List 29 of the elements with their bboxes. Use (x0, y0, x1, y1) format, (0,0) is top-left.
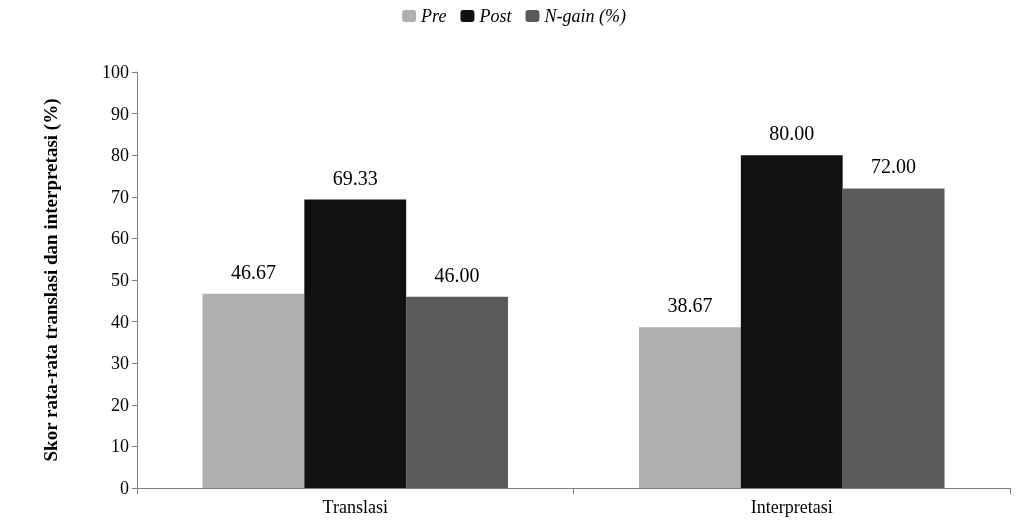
y-tick-label: 20 (111, 394, 129, 415)
bar (740, 155, 843, 488)
y-tick-label: 70 (111, 186, 129, 207)
y-tick-label: 30 (111, 353, 129, 374)
x-tick-label: Translasi (322, 497, 388, 517)
bar (842, 188, 945, 488)
data-label: 46.00 (434, 263, 480, 286)
bar (304, 199, 407, 488)
data-label: 38.67 (667, 294, 713, 317)
data-label: 72.00 (871, 155, 917, 178)
y-tick-label: 10 (111, 436, 129, 457)
bar (202, 293, 305, 488)
y-tick-label: 40 (111, 311, 129, 332)
y-axis-title: Skor rata-rata translasi dan interpretasi (%) (39, 98, 62, 462)
y-tick-label: 90 (111, 103, 129, 124)
legend-label: Post (478, 6, 513, 26)
data-label: 80.00 (769, 122, 815, 145)
y-tick-label: 50 (111, 270, 129, 290)
data-label: 46.67 (230, 260, 276, 283)
x-tick-label: Interpretasi (750, 497, 833, 517)
y-tick-label: 80 (111, 145, 129, 166)
y-tick-label: 0 (120, 478, 129, 498)
bar (406, 296, 509, 488)
y-tick-label: 100 (102, 62, 129, 82)
y-tick-label: 60 (111, 228, 129, 249)
data-label: 69.33 (332, 166, 378, 189)
legend-label: Pre (420, 6, 447, 26)
legend-label: N-gain (%) (543, 6, 626, 27)
bar (638, 327, 741, 488)
